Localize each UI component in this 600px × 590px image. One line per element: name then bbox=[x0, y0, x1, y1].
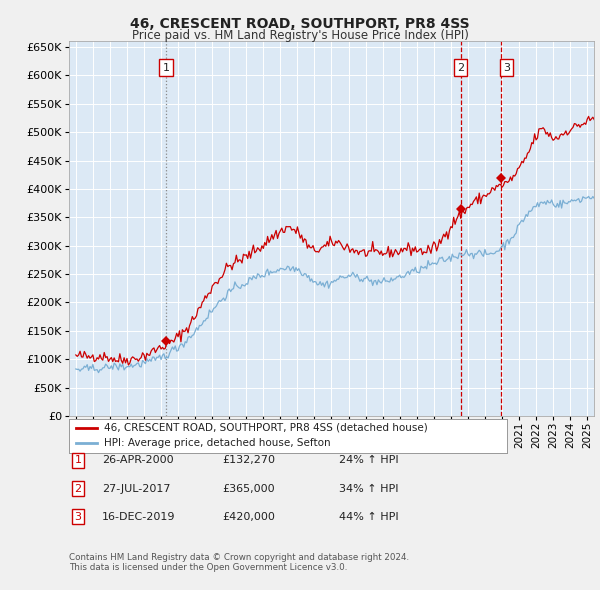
Text: 16-DEC-2019: 16-DEC-2019 bbox=[102, 512, 176, 522]
Text: £132,270: £132,270 bbox=[222, 455, 275, 465]
Text: 1: 1 bbox=[74, 455, 82, 465]
Text: 26-APR-2000: 26-APR-2000 bbox=[102, 455, 173, 465]
Text: 27-JUL-2017: 27-JUL-2017 bbox=[102, 484, 170, 493]
Text: 2: 2 bbox=[457, 63, 464, 73]
Text: 46, CRESCENT ROAD, SOUTHPORT, PR8 4SS: 46, CRESCENT ROAD, SOUTHPORT, PR8 4SS bbox=[130, 17, 470, 31]
Text: HPI: Average price, detached house, Sefton: HPI: Average price, detached house, Seft… bbox=[104, 438, 331, 448]
Text: 1: 1 bbox=[163, 63, 169, 73]
Text: This data is licensed under the Open Government Licence v3.0.: This data is licensed under the Open Gov… bbox=[69, 563, 347, 572]
Text: 2: 2 bbox=[74, 484, 82, 493]
Text: 3: 3 bbox=[74, 512, 82, 522]
Text: £420,000: £420,000 bbox=[222, 512, 275, 522]
Text: 3: 3 bbox=[503, 63, 510, 73]
Text: 44% ↑ HPI: 44% ↑ HPI bbox=[339, 512, 398, 522]
Text: Contains HM Land Registry data © Crown copyright and database right 2024.: Contains HM Land Registry data © Crown c… bbox=[69, 553, 409, 562]
Text: 34% ↑ HPI: 34% ↑ HPI bbox=[339, 484, 398, 493]
Text: 46, CRESCENT ROAD, SOUTHPORT, PR8 4SS (detached house): 46, CRESCENT ROAD, SOUTHPORT, PR8 4SS (d… bbox=[104, 423, 428, 433]
Text: 24% ↑ HPI: 24% ↑ HPI bbox=[339, 455, 398, 465]
Text: £365,000: £365,000 bbox=[222, 484, 275, 493]
Text: Price paid vs. HM Land Registry's House Price Index (HPI): Price paid vs. HM Land Registry's House … bbox=[131, 30, 469, 42]
